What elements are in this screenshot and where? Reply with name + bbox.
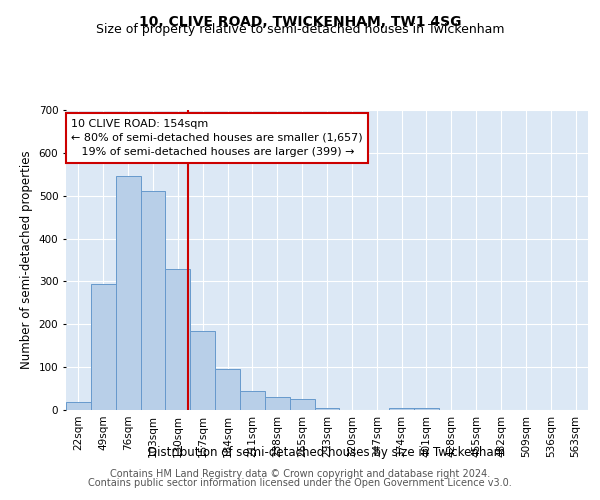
Bar: [91, 284, 116, 410]
Bar: [166, 268, 190, 410]
Bar: [215, 370, 240, 410]
Bar: [66, 402, 91, 410]
Bar: [140, 192, 166, 410]
Bar: [265, 397, 290, 410]
Text: Distribution of semi-detached houses by size in Twickenham: Distribution of semi-detached houses by …: [148, 446, 506, 459]
Bar: [389, 408, 414, 410]
Text: 10, CLIVE ROAD, TWICKENHAM, TW1 4SG: 10, CLIVE ROAD, TWICKENHAM, TW1 4SG: [139, 15, 461, 29]
Bar: [314, 408, 340, 410]
Y-axis label: Number of semi-detached properties: Number of semi-detached properties: [20, 150, 33, 370]
Bar: [240, 390, 265, 410]
Bar: [290, 400, 314, 410]
Bar: [116, 176, 140, 410]
Bar: [414, 408, 439, 410]
Text: Size of property relative to semi-detached houses in Twickenham: Size of property relative to semi-detach…: [96, 22, 504, 36]
Text: Contains HM Land Registry data © Crown copyright and database right 2024.: Contains HM Land Registry data © Crown c…: [110, 469, 490, 479]
Bar: [190, 330, 215, 410]
Text: Contains public sector information licensed under the Open Government Licence v3: Contains public sector information licen…: [88, 478, 512, 488]
Text: 10 CLIVE ROAD: 154sqm
← 80% of semi-detached houses are smaller (1,657)
   19% o: 10 CLIVE ROAD: 154sqm ← 80% of semi-deta…: [71, 119, 363, 157]
